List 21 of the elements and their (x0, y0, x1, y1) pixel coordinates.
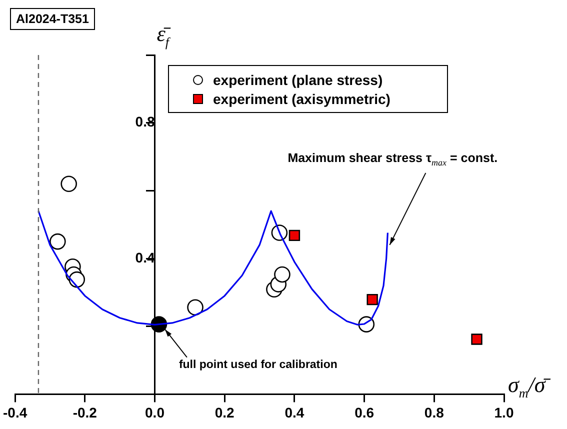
x-tick-label: -0.2 (72, 404, 98, 420)
x-tick-label: 0.0 (145, 404, 165, 420)
x-tick-label: 0.2 (214, 404, 235, 420)
y-axis-title: ε̄$_{f}$ (156, 21, 170, 50)
text: Al2024-T351 (10, 8, 95, 30)
point (288, 230, 300, 242)
legend-label: experiment (axisymmetric) (213, 90, 390, 106)
x-tick-label: -0.4 (3, 404, 28, 420)
annotation: Maximum shear stress τ$_{max}$ = const. (288, 150, 498, 168)
x-tick-label: 1.0 (494, 404, 514, 420)
point (187, 299, 204, 316)
point (60, 176, 77, 192)
x-tick-label: 0.8 (424, 404, 444, 420)
point (50, 233, 66, 250)
point (366, 294, 378, 306)
point (471, 334, 482, 345)
annotation: full point used for calibration (178, 359, 338, 372)
x-tick-label: 0.4 (284, 404, 304, 420)
point (274, 266, 290, 283)
x-tick-label: 0.6 (354, 404, 374, 420)
legend-label: experiment (plane stress) (213, 72, 383, 88)
